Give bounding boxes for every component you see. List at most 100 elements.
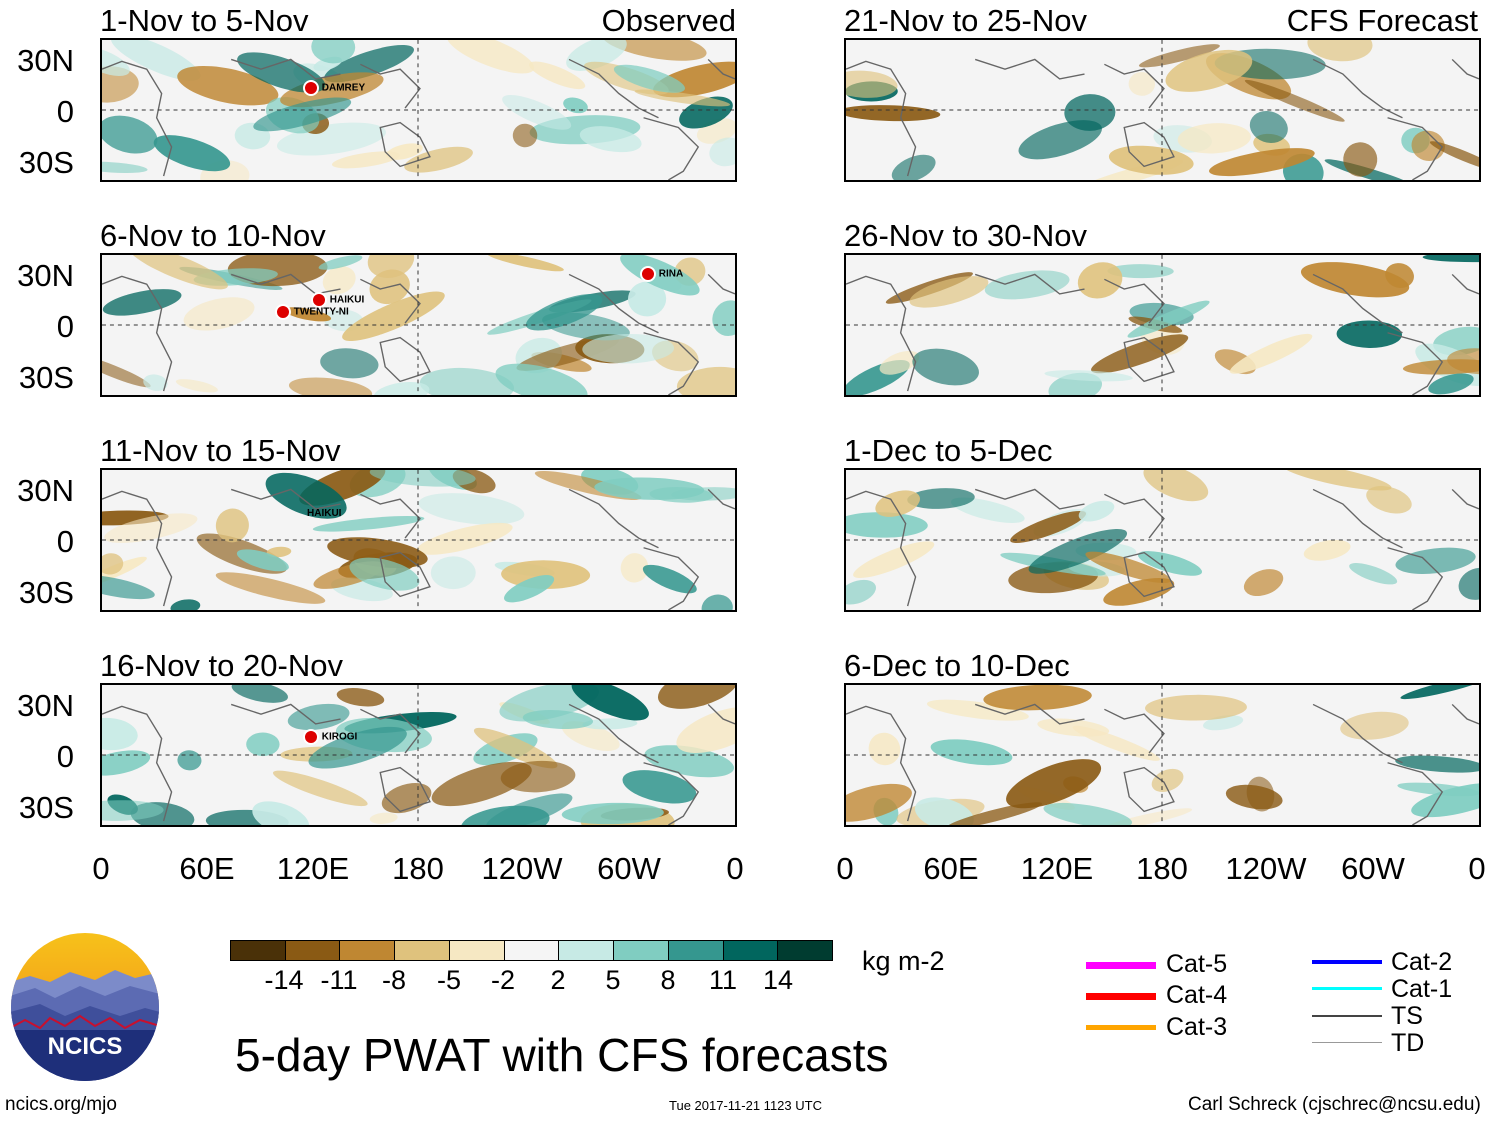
coastline <box>1104 63 1165 109</box>
pwat-anomaly-blob <box>253 97 352 132</box>
pwat-anomaly-blob <box>369 812 398 824</box>
panel-title: 26-Nov to 30-Nov <box>844 218 1087 253</box>
pwat-anomaly-blob <box>1402 359 1479 375</box>
pwat-anomaly-blob <box>272 770 368 807</box>
colorbar-swatch <box>503 941 559 960</box>
map-panel-8 <box>844 683 1481 827</box>
colorbar-swatch <box>448 941 504 960</box>
lat-label: 30N <box>17 688 74 723</box>
storm-marker: TWENTY-NI <box>275 304 349 320</box>
pwat-anomaly-blob <box>1343 142 1378 177</box>
map-panel-6 <box>844 253 1481 397</box>
pwat-anomaly-blob <box>912 348 979 386</box>
pwat-anomaly-blob <box>983 685 1092 711</box>
coastline <box>1123 551 1175 598</box>
legend-label: Cat-2 <box>1391 948 1453 976</box>
pwat-anomaly-blob <box>1072 725 1160 761</box>
colorbar-tick: 8 <box>660 965 676 995</box>
coastline <box>1104 708 1165 754</box>
legend-label: TD <box>1391 1029 1425 1057</box>
lon-label: 0 <box>92 851 110 886</box>
coastline <box>846 705 917 822</box>
storm-marker: RINA <box>640 266 683 282</box>
pwat-anomaly-blob <box>676 366 735 395</box>
colorbar-swatch <box>613 941 668 960</box>
panel-title: 6-Nov to 10-Nov <box>100 218 326 253</box>
lon-label: 60W <box>597 851 661 886</box>
pwat-anomaly-blob <box>1229 333 1313 374</box>
pwat-anomaly-blob <box>620 255 700 296</box>
colorbar-tick: 11 <box>708 965 738 995</box>
pwat-anomaly-blob <box>153 135 231 172</box>
pwat-anomaly-blob <box>324 44 414 83</box>
pwat-map <box>102 255 735 395</box>
pwat-anomaly-blob <box>709 137 735 167</box>
coastline <box>360 278 421 324</box>
pwat-anomaly-blob <box>419 367 515 395</box>
pwat-anomaly-blob <box>875 490 920 517</box>
legend-line-ts <box>1312 1015 1382 1017</box>
pwat-anomaly-blob <box>582 718 638 730</box>
lat-label: 0 <box>56 739 74 774</box>
storm-marker: HAIKUI <box>311 292 364 308</box>
pwat-map <box>846 470 1479 610</box>
pwat-anomaly-blob <box>613 64 685 93</box>
pwat-anomaly-blob <box>237 52 326 93</box>
pwat-anomaly-blob <box>642 564 697 594</box>
pwat-anomaly-blob <box>231 685 288 703</box>
pwat-anomaly-blob <box>1366 486 1412 514</box>
coastline <box>360 63 421 109</box>
pwat-anomaly-blob <box>102 717 138 751</box>
pwat-anomaly-blob <box>288 377 373 395</box>
pwat-anomaly-blob <box>676 706 735 753</box>
pwat-anomaly-blob <box>102 161 148 174</box>
pwat-anomaly-blob <box>500 760 576 793</box>
coastline <box>1387 762 1444 825</box>
coastline <box>1387 117 1444 180</box>
coastline <box>643 547 700 610</box>
pwat-anomaly-blob <box>1177 123 1251 154</box>
pwat-anomaly-blob <box>102 46 130 76</box>
pwat-anomaly-blob <box>311 40 356 64</box>
colorbar-tick: 2 <box>550 965 566 995</box>
map-panel-2 <box>100 253 737 397</box>
legend-label: Cat-4 <box>1166 981 1228 1009</box>
lat-label: 30S <box>18 575 74 610</box>
pwat-anomaly-blob <box>853 541 935 578</box>
coastline <box>1123 336 1175 383</box>
lat-label: 30N <box>17 43 74 78</box>
coastline <box>102 705 173 822</box>
pwat-anomaly-blob <box>416 522 513 555</box>
map-panel-5 <box>844 38 1481 182</box>
pwat-anomaly-blob <box>143 374 168 391</box>
legend-line-td <box>1312 1042 1382 1043</box>
pwat-anomaly-blob <box>430 556 476 590</box>
legend-line-cat2 <box>1312 960 1382 964</box>
pwat-anomaly-blob <box>446 40 535 74</box>
pwat-anomaly-blob <box>502 94 572 130</box>
pwat-map <box>102 40 735 180</box>
coastline <box>568 488 659 549</box>
lon-label: 120W <box>481 851 563 886</box>
pwat-anomaly-blob <box>891 154 936 180</box>
pwat-anomaly-blob <box>175 379 218 393</box>
pwat-anomaly-blob <box>495 363 588 395</box>
pwat-anomaly-blob <box>1085 551 1171 584</box>
coastline <box>1123 121 1175 168</box>
lat-label: 30S <box>18 360 74 395</box>
pwat-anomaly-blob <box>1107 264 1174 279</box>
pwat-anomaly-blob <box>1128 72 1156 96</box>
lon-label: 0 <box>836 851 854 886</box>
colorbar-units: kg m-2 <box>862 946 945 976</box>
pwat-anomaly-blob <box>1151 768 1184 793</box>
pwat-anomaly-blob <box>542 312 630 341</box>
pwat-anomaly-blob <box>102 750 151 776</box>
pwat-anomaly-blob <box>1127 300 1210 338</box>
coastline <box>846 60 917 177</box>
coastline <box>707 703 735 725</box>
pwat-anomaly-blob <box>369 470 476 487</box>
colorbar-tick: -14 <box>264 965 304 995</box>
colorbar-swatch <box>394 941 449 960</box>
colorbar-swatch <box>558 941 614 960</box>
pwat-anomaly-blob <box>622 770 697 804</box>
